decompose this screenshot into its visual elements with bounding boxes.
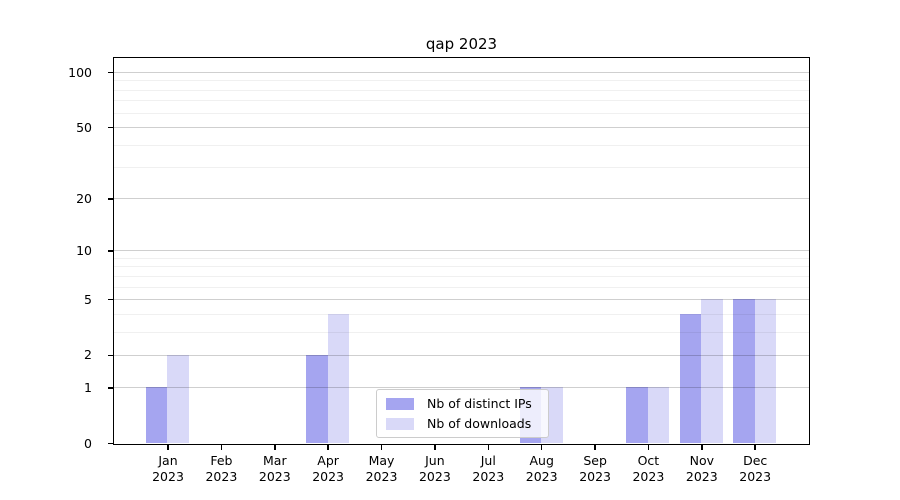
bar-distinct-ips-apr <box>306 354 328 443</box>
x-tick-mark-may <box>380 445 383 450</box>
bar-downloads-dec <box>754 299 777 443</box>
gridline-9 <box>114 257 809 259</box>
x-tick-label-oct: Oct 2023 <box>632 453 665 484</box>
y-tick-mark-50 <box>108 126 113 129</box>
gridline-100 <box>114 72 809 74</box>
x-tick-mark-oct <box>647 445 650 450</box>
y-tick-mark-0 <box>108 442 113 445</box>
x-tick-mark-mar <box>274 445 276 450</box>
x-tick-mark-jul <box>487 445 490 450</box>
bar-distinct-ips-dec <box>733 299 755 443</box>
gridline-6 <box>114 286 809 288</box>
gridline-1 <box>114 387 809 389</box>
gridline-70 <box>114 100 809 102</box>
y-tick-mark-100 <box>108 71 113 74</box>
x-tick-mark-jun <box>434 445 436 450</box>
chart-title: qap 2023 <box>425 35 498 53</box>
legend-entry-downloads: Nb of downloads <box>386 416 539 431</box>
gridline-60 <box>114 112 809 114</box>
bar-downloads-oct <box>647 387 670 443</box>
x-tick-mark-nov <box>701 445 703 450</box>
plot-area: Nb of distinct IPs Nb of downloads <box>113 57 810 445</box>
bar-downloads-jan <box>167 354 189 443</box>
legend-label-distinct-ips: Nb of distinct IPs <box>427 396 532 411</box>
y-tick-label-0: 0 <box>84 435 92 451</box>
x-tick-label-aug: Aug 2023 <box>525 453 558 484</box>
y-tick-mark-2 <box>108 354 113 357</box>
bar-distinct-ips-jan <box>145 387 168 443</box>
x-tick-label-sep: Sep 2023 <box>579 453 611 484</box>
gridline-4 <box>114 313 809 315</box>
y-tick-mark-20 <box>108 198 113 200</box>
x-tick-mark-jan <box>167 445 169 450</box>
y-tick-mark-1 <box>108 387 113 389</box>
gridline-7 <box>114 275 809 277</box>
bar-distinct-ips-nov <box>679 313 702 443</box>
gridline-50 <box>114 127 809 128</box>
y-tick-label-100: 100 <box>68 64 92 80</box>
legend: Nb of distinct IPs Nb of downloads <box>376 389 549 438</box>
x-tick-mark-feb <box>220 445 223 450</box>
legend-label-downloads: Nb of downloads <box>427 416 532 431</box>
bar-downloads-apr <box>327 313 349 443</box>
x-tick-label-mar: Mar 2023 <box>258 453 291 484</box>
gridline-20 <box>114 198 809 200</box>
gridline-8 <box>114 266 809 268</box>
y-axis: 0 1 2 5 10 20 50 100 <box>0 57 113 451</box>
y-tick-mark-5 <box>108 298 113 301</box>
gridline-5 <box>114 299 809 300</box>
x-tick-label-jun: Jun 2023 <box>418 453 451 484</box>
gridline-30 <box>114 167 809 168</box>
x-tick-mark-apr <box>327 445 329 450</box>
x-tick-label-may: May 2023 <box>365 453 398 484</box>
y-tick-label-5: 5 <box>84 291 92 307</box>
legend-swatch-downloads <box>386 417 414 430</box>
y-tick-label-1: 1 <box>84 379 92 395</box>
legend-swatch-distinct-ips <box>386 397 414 410</box>
gridline-80 <box>114 89 809 91</box>
x-tick-label-nov: Nov 2023 <box>685 453 718 484</box>
gridline-40 <box>114 144 809 146</box>
x-tick-mark-aug <box>540 445 543 450</box>
x-axis: Jan 2023 Feb 2023 Mar 2023 Apr 2023 May 2023… <box>113 445 810 500</box>
x-tick-label-jul: Jul 2023 <box>472 453 505 484</box>
gridline-90 <box>114 80 809 82</box>
gridline-3 <box>114 331 809 333</box>
y-tick-label-2: 2 <box>84 347 92 363</box>
y-tick-mark-10 <box>108 250 113 252</box>
x-tick-label-dec: Dec 2023 <box>739 453 772 484</box>
legend-entry-distinct-ips: Nb of distinct IPs <box>386 396 539 411</box>
x-tick-mark-sep <box>594 445 596 450</box>
y-tick-label-50: 50 <box>76 119 92 135</box>
bar-distinct-ips-oct <box>626 387 648 443</box>
bar-downloads-nov <box>701 299 723 443</box>
x-tick-mark-dec <box>754 445 756 450</box>
y-tick-label-10: 10 <box>76 242 92 258</box>
x-tick-label-feb: Feb 2023 <box>205 453 238 484</box>
gridline-2 <box>114 354 809 356</box>
y-tick-label-20: 20 <box>76 190 92 206</box>
x-tick-label-jan: Jan 2023 <box>152 453 184 484</box>
gridline-10 <box>114 250 809 252</box>
x-tick-label-apr: Apr 2023 <box>312 453 344 484</box>
